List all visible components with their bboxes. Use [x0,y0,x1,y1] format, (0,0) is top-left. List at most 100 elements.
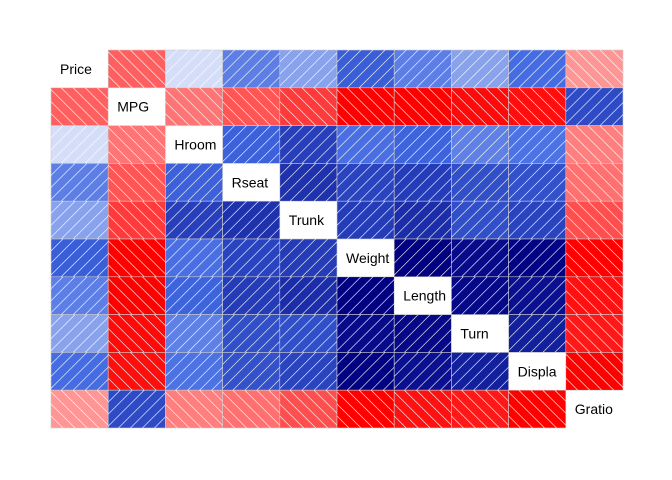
corr-cell-hatch [108,50,166,88]
corr-cell-hatch [165,352,223,391]
corr-cell-hatch [222,390,280,429]
corr-cell-hatch [508,390,566,429]
variable-label-rseat: Rseat [232,174,269,190]
corr-cell-hatch [451,125,509,164]
corr-cell-hatch [279,125,337,164]
corr-cell-hatch [565,201,623,239]
corr-cell-displa-hroom [165,352,223,391]
corr-cell-turn-hroom [165,314,223,353]
corr-cell-gratio-hroom [165,389,223,429]
corr-cell-hatch [165,87,223,126]
corr-cell-hatch [565,352,623,391]
corr-cell-hatch [108,201,166,239]
corr-cell-hatch [51,163,109,202]
corr-cell-hatch [394,87,452,126]
corr-cell-price-displa [508,49,567,89]
corr-cell-hatch [279,239,337,277]
corr-cell-price-length [393,49,452,89]
corr-cell-length-displa [508,276,567,315]
corr-cell-hatch [337,390,395,429]
corr-cell-hatch [165,276,223,315]
corr-cell-hatch [451,390,509,429]
corr-cell-hatch [337,87,395,126]
corr-cell-hatch [108,352,166,391]
corr-cell-hroom-price [50,125,109,164]
corr-cell-turn-rseat [222,314,281,353]
corr-cell-hroom-weight [336,125,395,164]
corr-cell-turn-gratio [565,314,624,353]
corr-cell-price-trunk [279,49,338,89]
corr-cell-hatch [508,276,566,315]
corr-cell-hatch [51,87,109,126]
corr-cell-hatch [165,314,223,353]
corr-cell-rseat-length [393,163,452,202]
corr-cell-hatch [508,50,566,88]
corr-cell-mpg-length [393,87,452,126]
corr-cell-hatch [394,163,452,202]
corr-cell-rseat-mpg [107,163,166,202]
corr-cell-hatch [222,276,280,315]
corr-cell-gratio-mpg [107,389,166,429]
corr-cell-hatch [451,276,509,315]
corr-cell-hatch [451,163,509,202]
corr-cell-trunk-displa [508,200,567,240]
corr-cell-length-trunk [279,276,338,315]
corr-cell-hatch [222,125,280,164]
corr-cell-hatch [508,125,566,164]
corr-cell-hatch [222,314,280,353]
corr-cell-hatch [565,50,623,88]
corr-cell-hatch [451,201,509,239]
corr-cell-hatch [508,201,566,239]
corr-cell-weight-turn [451,238,509,278]
variable-label-gratio: Gratio [575,401,613,417]
corr-cell-gratio-length [393,389,452,429]
corr-cell-weight-gratio [565,238,624,278]
corr-cell-hatch [108,314,166,353]
corr-cell-displa-price [50,352,109,391]
corr-cell-rseat-weight [336,163,395,202]
corr-cell-hatch [337,201,395,239]
corr-cell-hatch [222,50,280,88]
corr-cell-hatch [508,163,566,202]
corr-cell-price-mpg [107,49,166,89]
corr-cell-weight-rseat [222,238,281,278]
variable-label-length: Length [403,288,446,304]
corr-cell-mpg-gratio [565,87,624,126]
corr-cell-price-hroom [165,49,223,89]
corr-cell-weight-hroom [165,238,223,278]
corr-cell-mpg-turn [451,87,509,126]
corr-cell-rseat-gratio [565,163,624,202]
corr-cell-hatch [51,239,109,277]
corr-cell-gratio-price [50,389,109,429]
corr-cell-hatch [222,352,280,391]
corr-cell-hatch [51,125,109,164]
corr-cell-hatch [565,239,623,277]
variable-label-mpg: MPG [117,99,149,115]
corr-cell-hatch [279,50,337,88]
correlation-cells [50,49,624,429]
corr-cell-length-weight [336,276,395,315]
corr-cell-hatch [565,314,623,353]
corr-cell-turn-length [393,314,452,353]
corr-cell-rseat-displa [508,163,567,202]
corr-cell-price-weight [336,49,395,89]
corr-cell-displa-gratio [565,352,624,391]
corr-cell-hatch [508,239,566,277]
corr-cell-turn-weight [336,314,395,353]
corr-cell-gratio-trunk [279,389,338,429]
corr-cell-hatch [279,87,337,126]
corr-cell-turn-displa [508,314,567,353]
corr-cell-mpg-price [50,87,109,126]
corr-cell-hatch [51,276,109,315]
corr-cell-length-gratio [565,276,624,315]
corr-cell-displa-weight [336,352,395,391]
corr-cell-gratio-rseat [222,389,281,429]
corr-cell-hatch [108,390,166,429]
corr-cell-hatch [451,87,509,126]
variable-label-trunk: Trunk [289,212,325,228]
corr-cell-trunk-hroom [165,200,223,240]
corr-cell-mpg-displa [508,87,567,126]
variable-label-weight: Weight [346,250,389,266]
corr-cell-hatch [165,50,223,88]
